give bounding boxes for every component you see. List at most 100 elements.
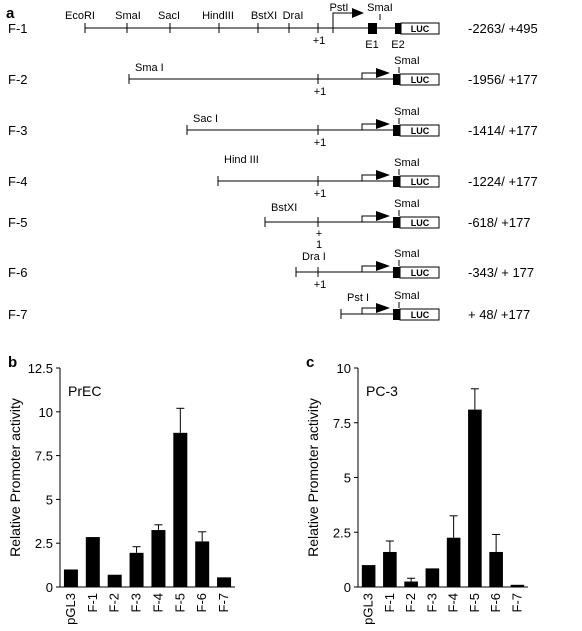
exon-2-box (393, 176, 400, 187)
y-tick-label: 10 (337, 361, 351, 376)
panel-a-promoter-map: aF-1 EcoRI SmaI SacI HindIII BstXI DraI PstI E1 S… (6, 2, 538, 322)
restriction-site-label: PstI (330, 2, 349, 14)
bar-f-2 (107, 574, 122, 587)
bar-f-1 (383, 551, 397, 587)
x-tick-label: F-3 (129, 593, 144, 613)
tss-arrow-stem (361, 174, 376, 181)
tss-label: +1 (314, 188, 327, 200)
bar-f-3 (425, 568, 440, 587)
x-tick-label: F-1 (382, 593, 397, 613)
bar-f-3 (129, 552, 144, 587)
end-site-label: SmaI (394, 106, 420, 118)
y-axis-title: Relative Promoter activity (7, 398, 23, 557)
x-tick-label: F-3 (424, 593, 439, 613)
exon-2-box (393, 267, 400, 278)
x-tick-label: F-5 (172, 593, 187, 613)
end-site-label: SmaI (394, 198, 420, 210)
exon-2-label: E2 (391, 39, 404, 51)
exon-2-box (393, 217, 400, 228)
end-site-label: SmaI (394, 290, 420, 302)
bar-f-6 (489, 551, 503, 587)
tss-label: +1 (314, 86, 327, 98)
construct-range: -2263/ +495 (468, 21, 538, 36)
luc-reporter-box (400, 22, 440, 35)
tss-arrow-head (376, 68, 390, 78)
bar-f-5 (468, 409, 482, 587)
start-site-label: Sma I (135, 62, 164, 74)
panel-label-a: a (6, 5, 15, 22)
luc-label: LUC (411, 268, 430, 278)
tss-label: + (316, 228, 322, 240)
construct-name: F-4 (8, 174, 28, 189)
y-tick-label: 7.5 (333, 416, 351, 431)
y-tick-label: 2.5 (333, 525, 351, 540)
construct-range: -343/ + 177 (468, 265, 534, 280)
luc-reporter-box (399, 73, 440, 86)
panel-c-pc3-chart: c 0 2.5 5 7.5 10 Relative Promoter activity PC-… (305, 354, 528, 625)
x-tick-label: F-2 (107, 593, 122, 613)
exon-2-box (393, 125, 400, 136)
luc-label: LUC (411, 126, 430, 136)
restriction-site-label: SmaI (367, 2, 393, 14)
exon-2-box (393, 74, 400, 85)
bar-f-4 (151, 530, 166, 587)
luc-label: LUC (411, 177, 430, 187)
y-axis-title: Relative Promoter activity (305, 398, 321, 557)
end-site-label: SmaI (394, 55, 420, 67)
exon-1-box (368, 23, 377, 34)
tss-arrow-head (376, 303, 390, 313)
chart-title: PrEC (68, 383, 101, 399)
tss-arrow-head (376, 211, 390, 221)
construct-range: + 48/ +177 (468, 307, 530, 322)
construct-range: -618/ +177 (468, 215, 531, 230)
start-site-label: Sac I (193, 113, 218, 125)
construct-range: -1414/ +177 (468, 123, 538, 138)
y-tick-label: 0 (344, 580, 351, 595)
bar-f-6 (195, 541, 210, 587)
x-tick-label: F-7 (509, 593, 524, 613)
tss-arrow-stem (361, 123, 376, 130)
y-tick-label: 0 (46, 580, 53, 595)
tss-arrow-stem (361, 307, 376, 314)
x-tick-label: pGL3 (361, 593, 376, 625)
bar-f-7 (510, 584, 525, 587)
construct-name: F-5 (8, 215, 28, 230)
tss-label: +1 (313, 35, 326, 47)
tss-arrow-head (376, 261, 390, 271)
bar-pgl3 (63, 569, 78, 587)
bar-pgl3 (361, 565, 376, 587)
panel-label-c: c (306, 354, 314, 371)
panel-label-b: b (8, 354, 17, 371)
bar-f-1 (85, 537, 100, 587)
construct-name: F-7 (8, 307, 28, 322)
luc-reporter-box (399, 266, 440, 279)
restriction-site-label: BstXI (251, 10, 277, 22)
luc-label: LUC (411, 218, 430, 228)
luc-reporter-box (399, 124, 440, 137)
construct-range: -1956/ +177 (468, 72, 538, 87)
y-tick-label: 2.5 (35, 536, 53, 551)
luc-label: LUC (411, 24, 430, 34)
construct-range: -1224/ +177 (468, 174, 538, 189)
construct-row-f-7: F-7 Pst I SmaI LUC + 48/ +177 (8, 290, 530, 322)
restriction-site-label: SmaI (115, 10, 141, 22)
tss-arrow-stem (361, 265, 376, 272)
luc-label: LUC (411, 310, 430, 320)
y-tick-label: 10 (39, 405, 53, 420)
bar-f-2 (404, 581, 418, 587)
luc-reporter-box (399, 308, 440, 321)
tss-arrow-stem (332, 12, 352, 18)
start-site-label: Dra I (302, 251, 326, 263)
tss-label: 1 (316, 239, 322, 251)
bar-f-4 (446, 537, 461, 587)
tss-arrow-head (376, 119, 390, 129)
exon-1-label: E1 (365, 39, 378, 51)
bar-f-7 (217, 577, 232, 587)
x-tick-label: F-6 (488, 593, 503, 613)
x-tick-label: F-4 (446, 593, 461, 613)
restriction-site-label: EcoRI (65, 10, 95, 22)
tss-arrow-stem (361, 72, 376, 79)
y-tick-label: 5 (46, 492, 53, 507)
luc-label: LUC (411, 75, 430, 85)
